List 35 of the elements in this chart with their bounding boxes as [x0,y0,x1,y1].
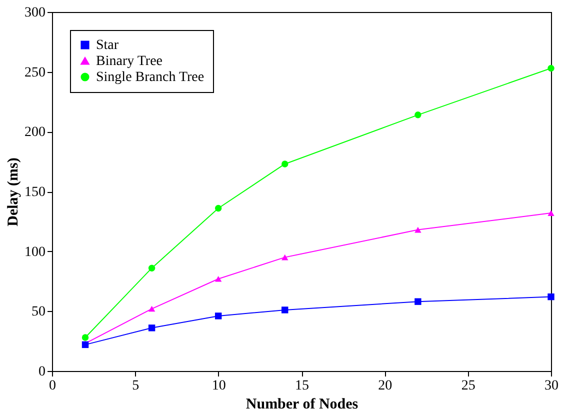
legend-label: Binary Tree [96,54,162,69]
legend-label: Star [96,38,119,53]
x-tick-label: 20 [378,378,392,394]
point [148,324,156,332]
y-tick-label: 300 [24,6,46,20]
x-tick-label: 5 [132,378,140,394]
y-tick-label: 200 [24,125,46,140]
x-tick-label: 30 [544,378,558,394]
point [214,204,222,212]
y-axis-title: Delay (ms) [6,158,22,226]
point [414,226,422,233]
point [414,298,422,305]
x-tick-label: 0 [49,378,56,394]
point [214,276,222,282]
y-tick-label: 150 [24,185,46,200]
point [214,312,222,320]
x-tick-label: 25 [461,378,476,394]
point [548,210,554,216]
legend-label: Single Branch Tree [96,70,204,85]
y-tick-label: 50 [32,304,46,320]
point [548,293,554,300]
x-tick-label: 15 [295,378,309,394]
point [148,306,156,312]
point [548,64,554,72]
y-tick-label: 0 [38,364,46,380]
y-tick-label: 100 [24,244,46,260]
x-tick-label: 10 [212,378,226,394]
x-axis-title: Number of Nodes [246,396,358,412]
y-tick-label: 250 [24,65,46,80]
point [148,264,156,272]
point [282,160,288,168]
point [414,112,422,118]
point [282,306,288,314]
point [282,254,288,260]
point [82,334,89,341]
